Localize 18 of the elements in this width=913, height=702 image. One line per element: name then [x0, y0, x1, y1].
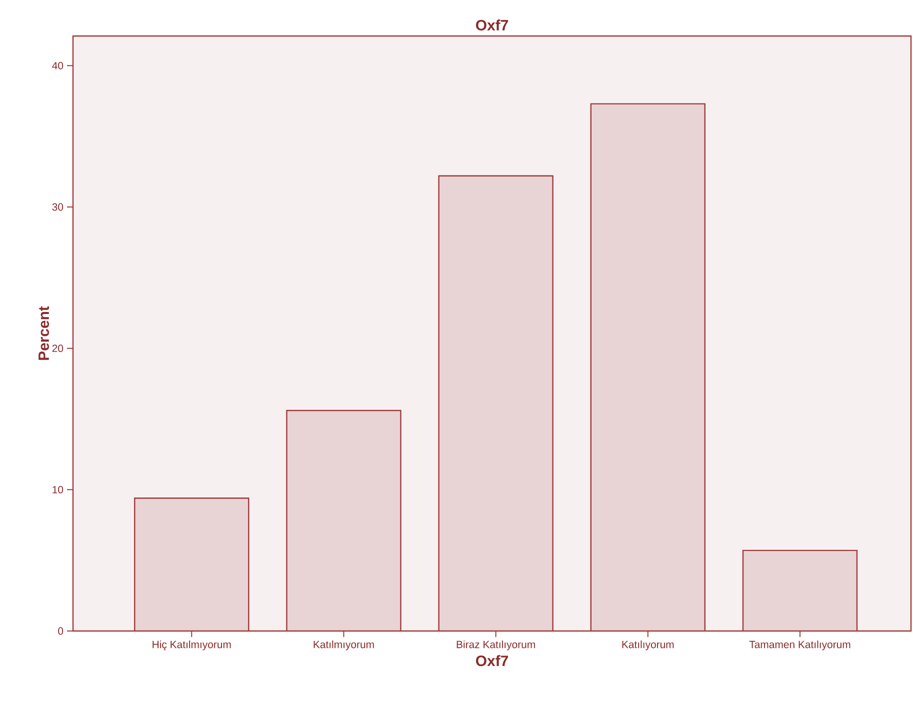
bar	[590, 103, 706, 631]
y-tick-label: 20	[52, 344, 64, 352]
x-axis-title: Oxf7	[476, 655, 508, 666]
x-tick-label: Hiç Katılmıyorum	[152, 640, 231, 650]
x-tick-label: Tamamen Katılıyorum	[749, 640, 850, 650]
x-tick-label: Katılmıyorum	[314, 640, 374, 650]
y-tick-label: 30	[52, 203, 64, 211]
x-tick-label: Katılıyorum	[622, 640, 674, 650]
y-axis-title: Percent	[38, 306, 50, 360]
y-tick-label: 0	[58, 627, 64, 635]
bar	[134, 498, 250, 631]
bar	[438, 176, 553, 631]
bar	[286, 410, 402, 631]
bar	[742, 550, 858, 631]
x-tick-label: Biraz Katılıyorum	[456, 640, 535, 650]
y-tick-label: 40	[52, 62, 64, 70]
y-tick-label: 10	[52, 486, 64, 494]
chart-title: Oxf7	[476, 20, 508, 30]
